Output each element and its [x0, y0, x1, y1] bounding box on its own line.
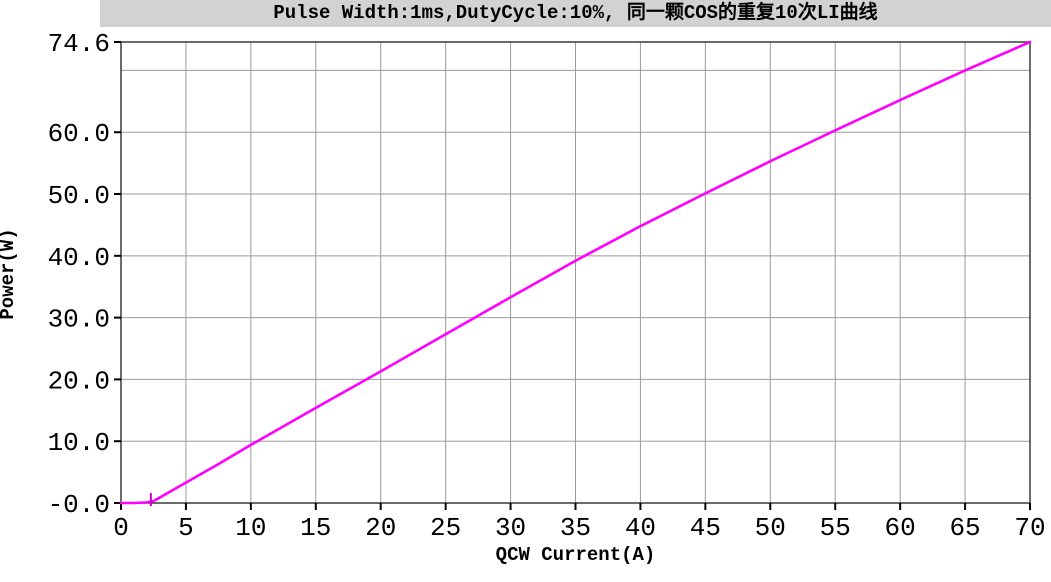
x-tick-label: 5: [178, 513, 194, 543]
x-tick-label: 10: [235, 513, 266, 543]
chart-title: Pulse Width:1ms,DutyCycle:10%, 同一颗COS的重复…: [100, 0, 1051, 27]
x-axis-title: QCW Current(A): [495, 544, 656, 566]
x-tick-label: 60: [885, 513, 916, 543]
x-tick-label: 15: [300, 513, 331, 543]
y-tick-label: -0.0: [48, 490, 110, 520]
y-axis-title: Power(W): [0, 228, 19, 320]
x-tick-label: 55: [820, 513, 851, 543]
y-tick-label: 10.0: [48, 428, 110, 458]
x-tick-label: 50: [755, 513, 786, 543]
li-curve: [119, 40, 1032, 505]
y-tick-label: 20.0: [48, 366, 110, 396]
y-tick-label: 30.0: [48, 305, 110, 335]
x-tick-label: 0: [113, 513, 129, 543]
x-tick-label: 20: [365, 513, 396, 543]
x-tick-label: 70: [1014, 513, 1045, 543]
x-tick-label: 30: [495, 513, 526, 543]
y-tick-label: 74.6: [48, 29, 110, 59]
y-tick-label: 40.0: [48, 243, 110, 273]
x-tick-label: 65: [949, 513, 980, 543]
x-tick-label: 45: [690, 513, 721, 543]
y-tick-label: 60.0: [48, 119, 110, 149]
x-tick-label: 25: [430, 513, 461, 543]
x-tick-label: 35: [560, 513, 591, 543]
x-tick-label: 40: [625, 513, 656, 543]
y-tick-label: 50.0: [48, 181, 110, 211]
